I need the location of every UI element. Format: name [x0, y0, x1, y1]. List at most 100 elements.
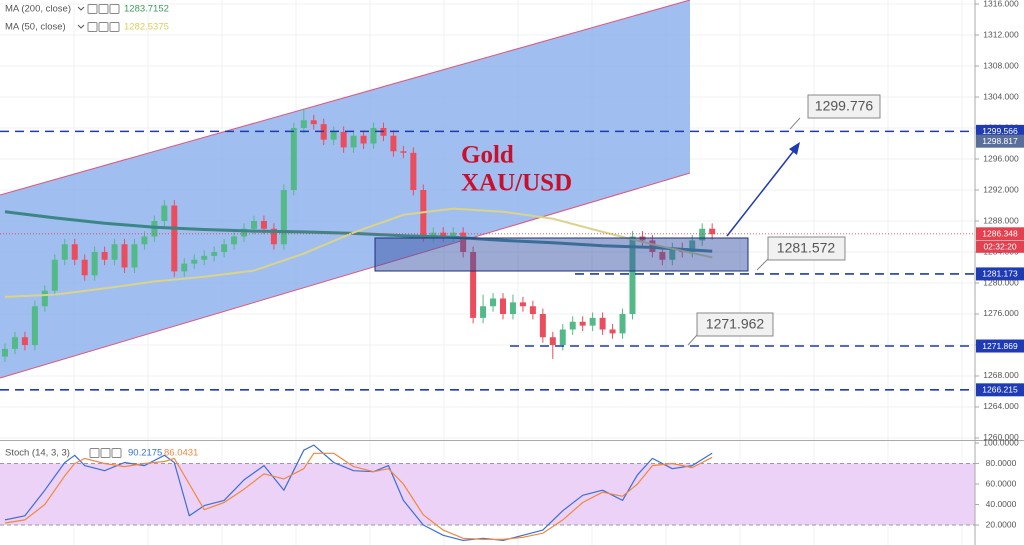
legend-icon	[109, 4, 120, 14]
callout-text: 1299.776	[815, 98, 874, 114]
callout-text: 1281.572	[777, 240, 836, 256]
candle-body	[390, 135, 397, 152]
candle-body	[619, 313, 626, 334]
candle-body	[41, 290, 48, 307]
legend-value: 86.0431	[164, 448, 198, 459]
candle-body	[161, 205, 168, 222]
stoch-band	[0, 463, 975, 526]
channel-lower	[0, 172, 691, 379]
price-label: 1298.817	[982, 136, 1018, 146]
callout-pointer	[789, 117, 801, 130]
callout-text: 1271.962	[706, 316, 765, 332]
annotation: Gold	[461, 142, 514, 169]
candle-body	[31, 306, 38, 345]
candle-body	[500, 298, 506, 314]
y-tick-label: 1276.000	[983, 308, 1019, 318]
price-label: 1266.215	[982, 385, 1018, 395]
y-tick-label: 1304.000	[983, 91, 1019, 101]
candle-body	[629, 236, 636, 314]
price-channel	[0, 0, 690, 378]
candle-body	[181, 263, 188, 272]
candle-body	[549, 337, 556, 345]
target-arrow	[726, 147, 797, 237]
candle-body	[251, 221, 257, 229]
y-tick-label: 60.0000	[986, 478, 1017, 488]
candle-body	[290, 128, 297, 191]
legend-name: MA (50, close)	[5, 22, 66, 33]
legend-value: 1282.5375	[124, 22, 169, 33]
y-tick-label: 1296.000	[983, 153, 1019, 163]
legend-chevron	[77, 24, 85, 29]
y-tick-label: 1264.000	[983, 401, 1019, 411]
candle-body	[221, 244, 228, 253]
price-label: 1299.566	[982, 126, 1018, 136]
support-zone	[374, 237, 749, 272]
candle-body	[151, 221, 158, 237]
candle-body	[300, 120, 307, 129]
candle-body	[241, 228, 248, 237]
candle-body	[569, 321, 576, 330]
candle-body	[211, 252, 218, 256]
callout-pointer	[756, 258, 769, 271]
plot-layer	[2, 108, 716, 541]
legend-icon	[109, 22, 120, 32]
y-tick-label: 20.0000	[986, 519, 1017, 529]
legend-icon	[87, 4, 98, 14]
indicator-line	[4, 452, 713, 540]
price-label: 1271.869	[982, 341, 1018, 351]
y-tick-label: 1288.000	[983, 215, 1019, 225]
candle-body	[340, 131, 347, 148]
candle-body	[61, 244, 68, 260]
candle-body	[490, 298, 497, 307]
candle-body	[2, 348, 8, 357]
candle-body	[559, 329, 566, 345]
candle-body	[231, 236, 238, 245]
candle-body	[101, 252, 108, 260]
candle-body	[11, 337, 18, 349]
candle-body	[21, 337, 28, 345]
legend-name: Stoch (14, 3, 3)	[5, 448, 70, 459]
y-tick-label: 100.0000	[983, 437, 1019, 447]
y-tick-label: 1292.000	[983, 184, 1019, 194]
candle-body	[519, 302, 526, 307]
candle-body	[191, 259, 198, 264]
indicator-line	[4, 444, 713, 541]
candle-body	[51, 259, 58, 291]
price-label-box	[976, 124, 1024, 138]
candle-body	[71, 244, 78, 260]
price-label-box	[976, 227, 1024, 241]
candle-body	[201, 255, 208, 260]
candle-body	[171, 205, 178, 272]
legend-name: MA (200, close)	[5, 4, 71, 15]
candle-body	[81, 259, 88, 276]
candle-body	[121, 244, 128, 268]
legend-icon	[111, 448, 122, 458]
candle-body	[410, 152, 417, 191]
candle-body	[430, 232, 437, 237]
candle-body	[370, 128, 377, 144]
y-tick-label: 1308.000	[983, 60, 1019, 70]
candle-body	[91, 252, 98, 276]
candle-body	[470, 252, 477, 318]
candle-body	[450, 232, 457, 237]
candle-body	[509, 302, 516, 314]
candle-body	[599, 317, 606, 330]
y-tick-label: 1280.000	[983, 277, 1019, 287]
price-label: 1286.348	[982, 229, 1018, 239]
drawing-layer: 1299.776 1281.572 1271.962 Gold XAU/USD	[0, 94, 975, 391]
price-label: 1281.173	[982, 269, 1018, 279]
candle-body	[440, 232, 447, 237]
legend-value: 90.2175	[128, 448, 162, 459]
price-label-box	[976, 267, 1024, 281]
candle-body	[131, 244, 138, 268]
arrow-head	[789, 142, 800, 155]
y-tick-label: 40.0000	[986, 499, 1017, 509]
candle-body	[480, 306, 487, 318]
countdown: 02:32:20	[983, 242, 1016, 252]
legend-chevron	[77, 6, 85, 11]
candle-body	[270, 228, 277, 245]
legend-icon	[98, 4, 109, 14]
candle-body	[539, 313, 546, 338]
